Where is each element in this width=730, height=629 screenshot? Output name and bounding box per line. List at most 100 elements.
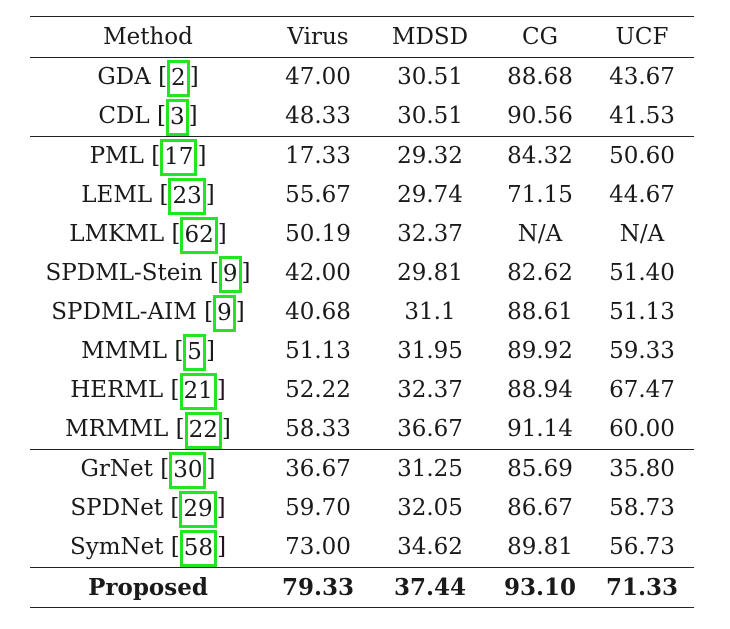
method-cell: GDA [2] <box>30 57 266 97</box>
virus-cell: 36.67 <box>266 449 370 489</box>
left-bracket: [ <box>159 182 169 208</box>
table-row: SPDML-Stein [9] 42.00 29.81 82.62 51.40 <box>30 254 694 293</box>
citation-highlight-box: 62 <box>180 216 218 254</box>
cg-cell: 85.69 <box>490 449 590 489</box>
virus-cell: 47.00 <box>266 57 370 97</box>
citation-number: 29 <box>183 495 213 522</box>
method-name: LMKML <box>69 221 165 247</box>
citation-highlight-box: 17 <box>160 138 198 176</box>
method-name: GrNet <box>80 456 153 482</box>
cg-cell: 89.92 <box>507 338 573 364</box>
citation-number: 9 <box>217 299 232 326</box>
cg-cell: 84.32 <box>490 136 590 176</box>
ucf-cell: 51.13 <box>609 299 675 325</box>
mdsd-cell: 30.51 <box>370 57 490 97</box>
virus-cell: 59.70 <box>285 495 351 521</box>
virus-cell: 58.33 <box>285 416 351 442</box>
left-bracket: [ <box>170 377 180 403</box>
table-row: SPDNet [29] 59.70 32.05 86.67 58.73 <box>30 489 694 528</box>
ucf-cell: 58.73 <box>609 495 675 521</box>
ucf-cell: 56.73 <box>609 534 675 560</box>
mdsd-cell: 36.67 <box>397 416 463 442</box>
table-row: CDL [3] 48.33 30.51 90.56 41.53 <box>30 97 694 137</box>
method-name: MRMML <box>65 416 169 442</box>
method-name: GDA <box>97 64 151 90</box>
ucf-cell: 41.53 <box>609 103 675 129</box>
right-bracket: ] <box>221 416 231 442</box>
right-bracket: ] <box>235 299 245 325</box>
right-bracket: ] <box>205 182 215 208</box>
cg-cell: 90.56 <box>507 103 573 129</box>
ucf-cell: 44.67 <box>609 182 675 208</box>
virus-cell: 48.33 <box>285 103 351 129</box>
method-cell: GrNet [30] <box>30 449 266 489</box>
method-cell: PML [17] <box>30 136 266 176</box>
ucf-cell: 43.67 <box>590 57 694 97</box>
ucf-cell: 51.40 <box>609 260 675 286</box>
citation-highlight-box: 21 <box>179 372 217 410</box>
ucf-cell: N/A <box>619 221 665 247</box>
left-bracket: [ <box>151 143 161 169</box>
table-row: MRMML [22] 58.33 36.67 91.14 60.00 <box>30 410 694 450</box>
right-bracket: ] <box>216 377 226 403</box>
method-name: SymNet <box>69 534 164 560</box>
method-cell: SPDNet [29] <box>30 489 266 528</box>
header-virus: Virus <box>287 24 349 50</box>
cg-cell: 88.94 <box>507 377 573 403</box>
method-name: MMML <box>81 338 167 364</box>
method-name: SPDNet <box>70 495 164 521</box>
table-row: MMML [5] 51.13 31.95 89.92 59.33 <box>30 332 694 371</box>
cg-cell: 91.14 <box>507 416 573 442</box>
left-bracket: [ <box>157 103 166 129</box>
right-bracket: ] <box>189 64 199 90</box>
citation-number: 3 <box>169 103 185 130</box>
table-row: SPDML-AIM [9] 40.68 31.1 88.61 51.13 <box>30 293 694 332</box>
citation-highlight-box: 29 <box>179 490 217 528</box>
header-row: Method Virus MDSD CG UCF <box>30 16 694 58</box>
right-bracket: ] <box>206 456 216 482</box>
table-row: HERML [21] 52.22 32.37 88.94 67.47 <box>30 371 694 410</box>
citation-number: 2 <box>171 64 186 91</box>
method-cell: SPDML-AIM [9] <box>30 293 266 332</box>
mdsd-cell: 34.62 <box>397 534 463 560</box>
mdsd-cell: 31.95 <box>397 338 463 364</box>
table-row: PML [17] 17.33 29.32 84.32 50.60 <box>30 136 694 176</box>
citation-number: 5 <box>187 338 202 365</box>
citation-number: 17 <box>164 143 194 170</box>
right-bracket: ] <box>216 495 226 521</box>
cg-cell: 86.67 <box>507 495 573 521</box>
right-bracket: ] <box>241 260 251 286</box>
virus-cell: 40.68 <box>285 299 351 325</box>
mdsd-cell: 29.81 <box>397 260 463 286</box>
citation-number: 30 <box>173 456 203 483</box>
cg-cell: 82.62 <box>507 260 573 286</box>
table-row: GrNet [30] 36.67 31.25 85.69 35.80 <box>30 449 694 489</box>
left-bracket: [ <box>158 64 168 90</box>
right-bracket: ] <box>197 143 207 169</box>
virus-cell: 55.67 <box>285 182 351 208</box>
left-bracket: [ <box>170 495 180 521</box>
table-row: SymNet [58] 73.00 34.62 89.81 56.73 <box>30 528 694 568</box>
cg-cell: 88.68 <box>490 57 590 97</box>
citation-highlight-box: 30 <box>169 451 207 489</box>
method-cell: SPDML-Stein [9] <box>30 254 266 293</box>
virus-cell: 52.22 <box>285 377 351 403</box>
table-row: LEML [23] 55.67 29.74 71.15 44.67 <box>30 176 694 215</box>
citation-highlight-box: 22 <box>184 411 222 449</box>
mdsd-cell: 29.74 <box>397 182 463 208</box>
method-cell: LEML [23] <box>30 176 266 215</box>
ucf-cell: 60.00 <box>609 416 675 442</box>
mdsd-cell: 29.32 <box>370 136 490 176</box>
right-bracket: ] <box>217 534 227 560</box>
proposed-cg: 93.10 <box>490 567 590 607</box>
citation-number: 58 <box>183 534 214 561</box>
cg-cell: 71.15 <box>507 182 573 208</box>
mdsd-cell: 32.37 <box>397 377 463 403</box>
header-ucf: UCF <box>615 24 669 50</box>
right-bracket: ] <box>205 338 215 364</box>
left-bracket: [ <box>204 299 214 325</box>
citation-highlight-box: 9 <box>213 294 236 332</box>
left-bracket: [ <box>174 338 184 364</box>
proposed-method: Proposed <box>30 567 266 607</box>
mdsd-cell: 32.37 <box>397 221 463 247</box>
